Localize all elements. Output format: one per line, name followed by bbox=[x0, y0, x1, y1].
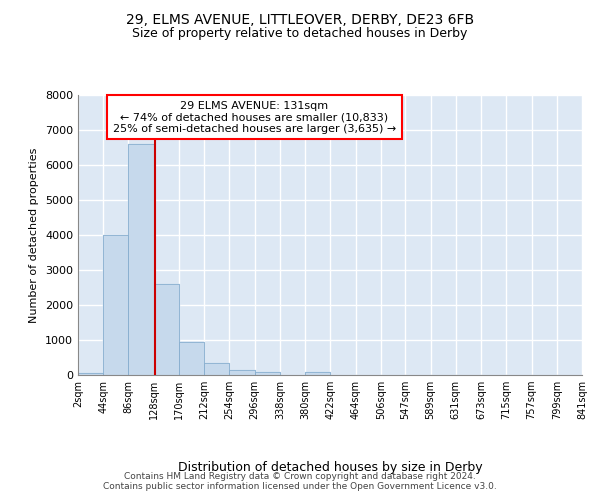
Text: Distribution of detached houses by size in Derby: Distribution of detached houses by size … bbox=[178, 461, 482, 474]
Text: Contains HM Land Registry data © Crown copyright and database right 2024.: Contains HM Land Registry data © Crown c… bbox=[124, 472, 476, 481]
Text: Size of property relative to detached houses in Derby: Size of property relative to detached ho… bbox=[133, 28, 467, 40]
Text: 29 ELMS AVENUE: 131sqm
← 74% of detached houses are smaller (10,833)
25% of semi: 29 ELMS AVENUE: 131sqm ← 74% of detached… bbox=[113, 100, 396, 134]
Y-axis label: Number of detached properties: Number of detached properties bbox=[29, 148, 40, 322]
Text: 29, ELMS AVENUE, LITTLEOVER, DERBY, DE23 6FB: 29, ELMS AVENUE, LITTLEOVER, DERBY, DE23… bbox=[126, 12, 474, 26]
Text: Contains public sector information licensed under the Open Government Licence v3: Contains public sector information licen… bbox=[103, 482, 497, 491]
